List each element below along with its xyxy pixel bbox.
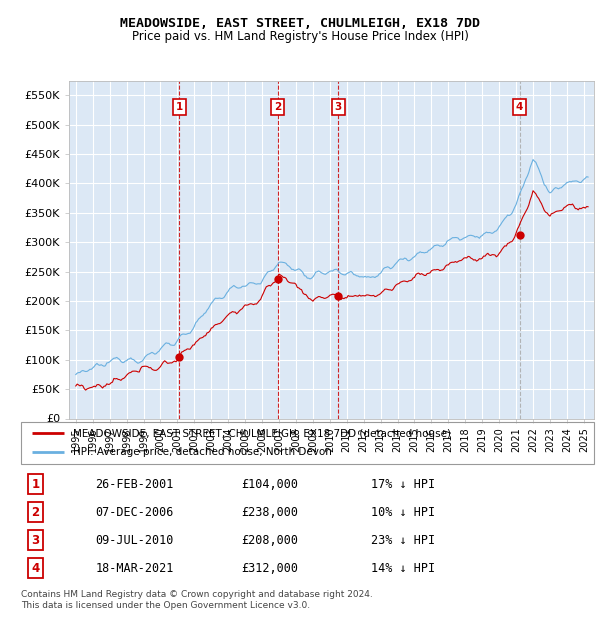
Text: £104,000: £104,000 — [242, 477, 299, 490]
Text: £208,000: £208,000 — [242, 534, 299, 547]
Text: 4: 4 — [516, 102, 523, 112]
Text: 4: 4 — [31, 562, 40, 575]
Text: 23% ↓ HPI: 23% ↓ HPI — [371, 534, 434, 547]
Text: 09-JUL-2010: 09-JUL-2010 — [95, 534, 174, 547]
Text: 2: 2 — [31, 505, 40, 518]
Text: 26-FEB-2001: 26-FEB-2001 — [95, 477, 174, 490]
Text: Price paid vs. HM Land Registry's House Price Index (HPI): Price paid vs. HM Land Registry's House … — [131, 30, 469, 43]
Text: 3: 3 — [31, 534, 40, 547]
Text: Contains HM Land Registry data © Crown copyright and database right 2024.
This d: Contains HM Land Registry data © Crown c… — [21, 590, 373, 609]
Text: 1: 1 — [176, 102, 183, 112]
Text: 10% ↓ HPI: 10% ↓ HPI — [371, 505, 434, 518]
Text: 3: 3 — [335, 102, 342, 112]
Text: 07-DEC-2006: 07-DEC-2006 — [95, 505, 174, 518]
Text: 18-MAR-2021: 18-MAR-2021 — [95, 562, 174, 575]
Text: HPI: Average price, detached house, North Devon: HPI: Average price, detached house, Nort… — [73, 447, 331, 457]
Text: 14% ↓ HPI: 14% ↓ HPI — [371, 562, 434, 575]
Text: 2: 2 — [274, 102, 281, 112]
Text: MEADOWSIDE, EAST STREET, CHULMLEIGH, EX18 7DD: MEADOWSIDE, EAST STREET, CHULMLEIGH, EX1… — [120, 17, 480, 30]
Text: 1: 1 — [31, 477, 40, 490]
Text: MEADOWSIDE, EAST STREET, CHULMLEIGH, EX18 7DD (detached house): MEADOWSIDE, EAST STREET, CHULMLEIGH, EX1… — [73, 428, 451, 438]
Text: £312,000: £312,000 — [242, 562, 299, 575]
Text: 17% ↓ HPI: 17% ↓ HPI — [371, 477, 434, 490]
Text: £238,000: £238,000 — [242, 505, 299, 518]
